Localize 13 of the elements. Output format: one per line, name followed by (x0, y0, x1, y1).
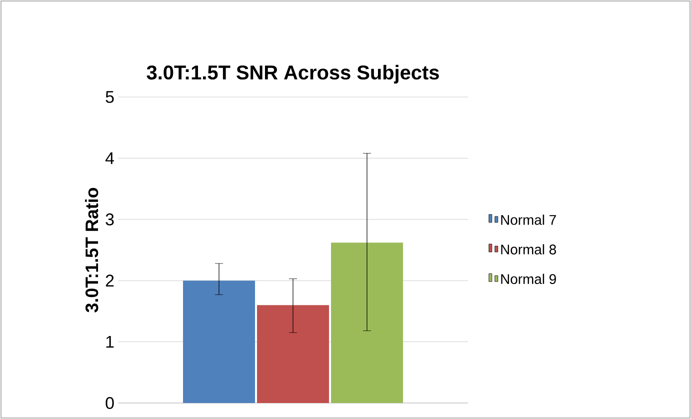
y-tick-label: 2 (106, 274, 114, 287)
y-tick-label: 0 (106, 397, 114, 409)
y-tick-label: 3 (106, 213, 114, 226)
y-tick-label: 5 (106, 91, 114, 103)
y-tick-label: 1 (106, 336, 114, 348)
y-axis-title: 3.0T:1.5T Ratio (85, 188, 98, 312)
bar (257, 305, 330, 403)
legend-label: Normal 9 (501, 274, 556, 284)
bar (183, 280, 256, 403)
chart-title: 3.0T:1.5T SNR Across Subjects (146, 64, 439, 84)
legend-label: Normal 7 (501, 214, 556, 225)
y-tick-label: 4 (105, 152, 114, 164)
legend-label: Normal 8 (501, 244, 556, 254)
